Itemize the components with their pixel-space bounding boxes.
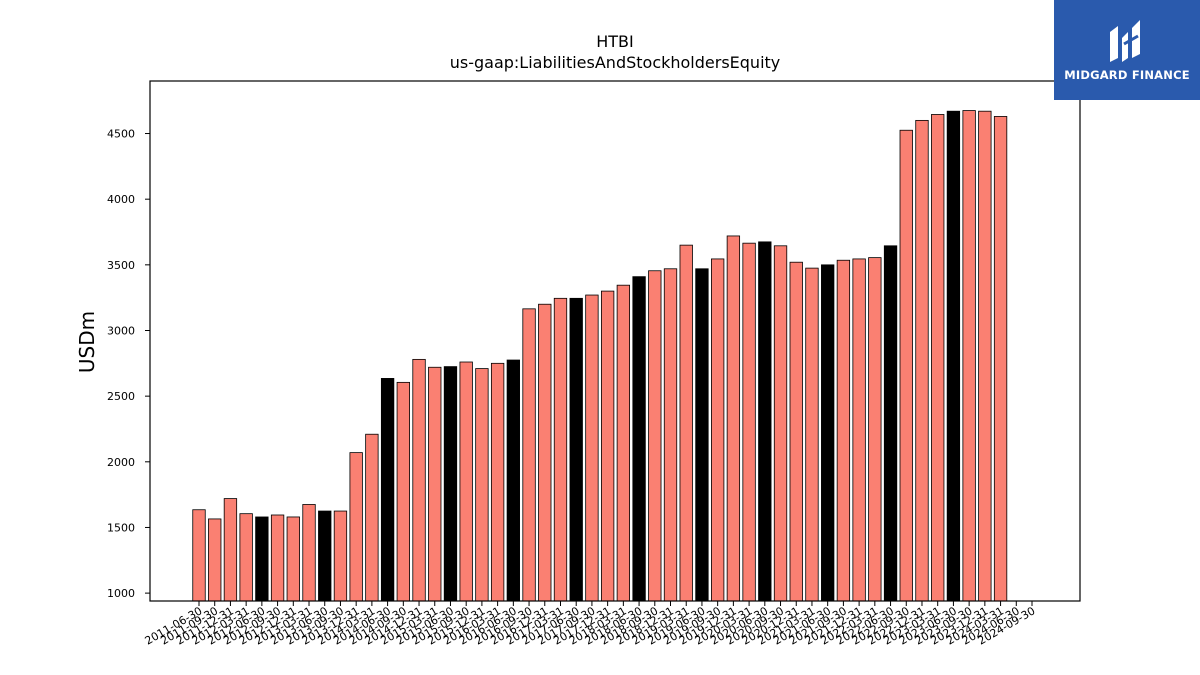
bar-2011-09-30: [208, 518, 222, 602]
bar-2023-03-31: [931, 114, 945, 602]
bar-2015-06-30: [443, 366, 458, 602]
bars-group: [192, 110, 1008, 602]
chart-title: HTBI: [596, 32, 634, 51]
bar-2022-09-30: [899, 129, 913, 602]
bar-2012-12-31: [286, 516, 300, 602]
bar-2012-09-30: [270, 514, 285, 602]
bar-2021-09-30: [836, 259, 851, 602]
bar-2014-03-31: [365, 433, 379, 602]
bar-2012-06-30: [255, 516, 269, 602]
bar-2023-09-30: [962, 110, 976, 602]
bar-2020-06-30: [758, 241, 772, 602]
bar-2019-06-30: [695, 268, 709, 602]
bar-2014-06-30: [380, 378, 395, 602]
bar-2017-12-31: [600, 290, 615, 602]
bar-2015-09-30: [459, 361, 473, 602]
bar-2018-12-31: [663, 268, 678, 602]
bar-2021-06-30: [821, 264, 835, 602]
bar-2015-03-31: [428, 366, 442, 602]
bar-2022-03-31: [868, 257, 882, 602]
bar-2017-06-30: [569, 297, 583, 602]
bar-2013-09-30: [333, 510, 348, 602]
bar-2015-12-31: [475, 368, 489, 602]
midgard-logo-icon: [1110, 20, 1140, 62]
bar-2016-09-30: [522, 308, 536, 602]
bar-2011-06-30: [192, 509, 206, 602]
bar-2017-03-31: [553, 297, 568, 602]
bar-2020-09-30: [773, 245, 788, 602]
y-tick-label: 1500: [107, 521, 135, 534]
bar-2014-12-31: [412, 358, 426, 602]
bar-2019-12-31: [726, 235, 741, 602]
bar-2022-12-31: [915, 119, 929, 602]
bar-2012-03-31: [239, 513, 253, 602]
x-axis: 2011-06-302011-09-302011-12-312012-03-31…: [143, 601, 1038, 648]
y-axis: 1000 1500 2000 2500 3000 3500 4000 4500: [107, 128, 150, 600]
y-tick-label: 2000: [107, 456, 135, 469]
bar-2024-03-31: [993, 116, 1008, 602]
logo-text: MIDGARD FINANCE: [1064, 68, 1190, 82]
bar-2014-09-30: [396, 381, 410, 602]
y-tick-label: 1000: [107, 587, 135, 600]
y-tick-label: 2500: [107, 390, 135, 403]
y-tick-label: 3000: [107, 324, 135, 337]
y-tick-label: 4000: [107, 193, 135, 206]
bar-2023-12-31: [978, 110, 992, 602]
bar-2016-06-30: [506, 359, 520, 602]
bar-2018-09-30: [648, 270, 662, 602]
bar-2020-03-31: [742, 242, 756, 602]
bar-2021-03-31: [805, 267, 819, 602]
bar-2011-12-31: [223, 498, 238, 602]
bar-2013-12-31: [349, 452, 363, 602]
bar-2016-12-31: [538, 303, 552, 602]
y-tick-label: 4500: [107, 128, 135, 141]
bar-2023-06-30: [946, 110, 961, 602]
bar-2018-03-31: [616, 284, 631, 602]
bar-2019-03-31: [679, 244, 693, 602]
bar-2016-03-31: [490, 362, 505, 602]
plot-frame: [149, 80, 1081, 602]
bar-2021-12-31: [852, 258, 866, 602]
bar-2022-06-30: [883, 245, 898, 602]
y-tick-label: 3500: [107, 259, 135, 272]
bar-2020-12-31: [789, 261, 803, 602]
bar-2017-09-30: [585, 294, 599, 602]
brand-logo: MIDGARD FINANCE: [1054, 0, 1200, 100]
bar-2019-09-30: [711, 258, 725, 602]
bar-2018-06-30: [632, 276, 646, 602]
chart-subtitle: us-gaap:LiabilitiesAndStockholdersEquity: [449, 53, 781, 72]
bar-2013-03-31: [302, 504, 316, 602]
bar-2013-06-30: [318, 510, 332, 602]
